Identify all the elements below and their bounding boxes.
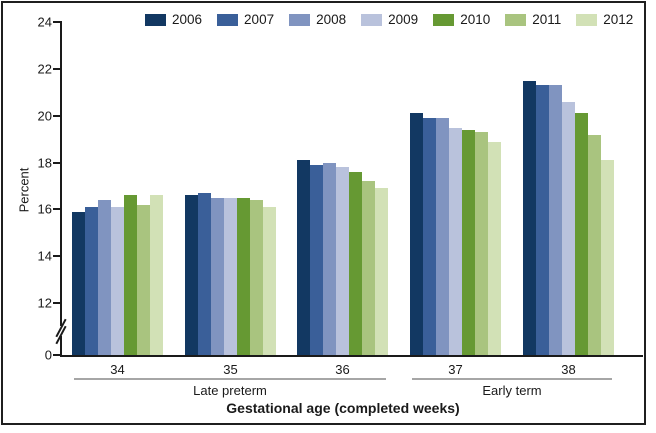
bar-2008-week34 <box>98 200 111 356</box>
bar-2011-week37 <box>475 132 488 356</box>
y-tick-label-0: 0 <box>44 347 52 363</box>
legend-label-2012: 2012 <box>603 12 634 27</box>
legend-item-2012: 2012 <box>576 13 633 27</box>
bar-2012-week36 <box>375 188 388 356</box>
bar-2009-week37 <box>449 127 462 356</box>
legend-item-2007: 2007 <box>217 13 274 27</box>
bar-2007-week36 <box>310 164 323 356</box>
legend-swatch-2009 <box>361 14 383 26</box>
y-axis-title: Percent <box>16 167 32 213</box>
y-tick-24 <box>53 21 60 24</box>
bar-2009-week35 <box>224 197 237 356</box>
y-tick-16 <box>53 208 60 211</box>
x-tick-label-35: 35 <box>223 362 238 377</box>
legend-label-2010: 2010 <box>460 12 491 27</box>
bar-2006-week34 <box>72 211 85 356</box>
legend-label-2007: 2007 <box>244 12 275 27</box>
bracket-label-late-preterm: Late preterm <box>193 383 267 398</box>
y-tick-label-24: 24 <box>37 14 52 30</box>
legend-item-2011: 2011 <box>505 13 561 27</box>
bar-2009-week36 <box>336 167 349 356</box>
legend-swatch-2012 <box>576 14 598 26</box>
x-axis-title: Gestational age (completed weeks) <box>226 400 460 416</box>
bar-2012-week35 <box>263 207 276 356</box>
legend-item-2010: 2010 <box>433 13 490 27</box>
y-tick-0 <box>53 354 60 356</box>
legend-label-2008: 2008 <box>316 12 347 27</box>
y-tick-14 <box>53 255 60 258</box>
bracket-line-late-preterm <box>74 378 386 380</box>
bar-2007-week37 <box>423 118 436 356</box>
bar-2012-week38 <box>601 160 614 356</box>
bar-2006-week37 <box>410 113 423 356</box>
bar-2012-week37 <box>488 141 501 356</box>
bar-2006-week38 <box>523 80 536 356</box>
legend-label-2006: 2006 <box>172 12 203 27</box>
bar-2009-week38 <box>562 101 575 356</box>
bar-2006-week35 <box>185 195 198 356</box>
x-tick-label-38: 38 <box>561 362 576 377</box>
y-tick-label-20: 20 <box>37 108 52 124</box>
bar-2010-week37 <box>462 129 475 356</box>
legend-swatch-2007 <box>217 14 239 26</box>
y-tick-label-18: 18 <box>37 155 52 171</box>
legend-item-2008: 2008 <box>289 13 346 27</box>
y-tick-label-12: 12 <box>37 295 52 311</box>
legend-swatch-2010 <box>433 14 455 26</box>
legend: 2006 2007 2008 2009 2010 2011 2012 <box>145 13 633 27</box>
y-tick-20 <box>53 114 60 117</box>
bar-2011-week35 <box>250 200 263 356</box>
x-tick-label-37: 37 <box>448 362 463 377</box>
chart-frame <box>1 1 646 425</box>
bar-2008-week38 <box>549 85 562 356</box>
bar-2007-week35 <box>198 193 211 356</box>
x-axis-line <box>60 355 643 357</box>
y-tick-label-14: 14 <box>37 248 52 264</box>
bar-2010-week34 <box>124 195 137 356</box>
bracket-label-early-term: Early term <box>482 383 542 398</box>
legend-item-2006: 2006 <box>145 13 202 27</box>
legend-label-2011: 2011 <box>532 12 562 27</box>
y-tick-22 <box>53 68 60 70</box>
legend-swatch-2008 <box>289 14 311 26</box>
bar-2011-week36 <box>362 181 375 356</box>
bar-2008-week37 <box>436 118 449 356</box>
bar-2008-week35 <box>211 197 224 356</box>
bar-2010-week36 <box>349 171 362 356</box>
y-tick-label-22: 22 <box>37 61 52 77</box>
bar-2012-week34 <box>150 195 163 356</box>
bar-2009-week34 <box>111 207 124 356</box>
bar-2008-week36 <box>323 162 336 356</box>
bracket-line-early-term <box>412 378 612 380</box>
legend-swatch-2011 <box>505 14 527 26</box>
bar-2010-week35 <box>237 197 250 356</box>
bar-2007-week38 <box>536 85 549 356</box>
legend-label-2009: 2009 <box>388 12 419 27</box>
x-tick-label-36: 36 <box>335 362 350 377</box>
y-axis-line <box>60 21 62 357</box>
bar-2011-week34 <box>137 204 150 356</box>
x-tick-label-34: 34 <box>110 362 125 377</box>
bar-2006-week36 <box>297 160 310 356</box>
bar-2011-week38 <box>588 134 601 356</box>
legend-item-2009: 2009 <box>361 13 418 27</box>
y-tick-12 <box>53 302 60 304</box>
y-tick-label-16: 16 <box>37 201 52 217</box>
y-tick-18 <box>53 161 60 164</box>
bar-2010-week38 <box>575 113 588 356</box>
legend-swatch-2006 <box>145 14 166 26</box>
bar-2007-week34 <box>85 207 98 356</box>
